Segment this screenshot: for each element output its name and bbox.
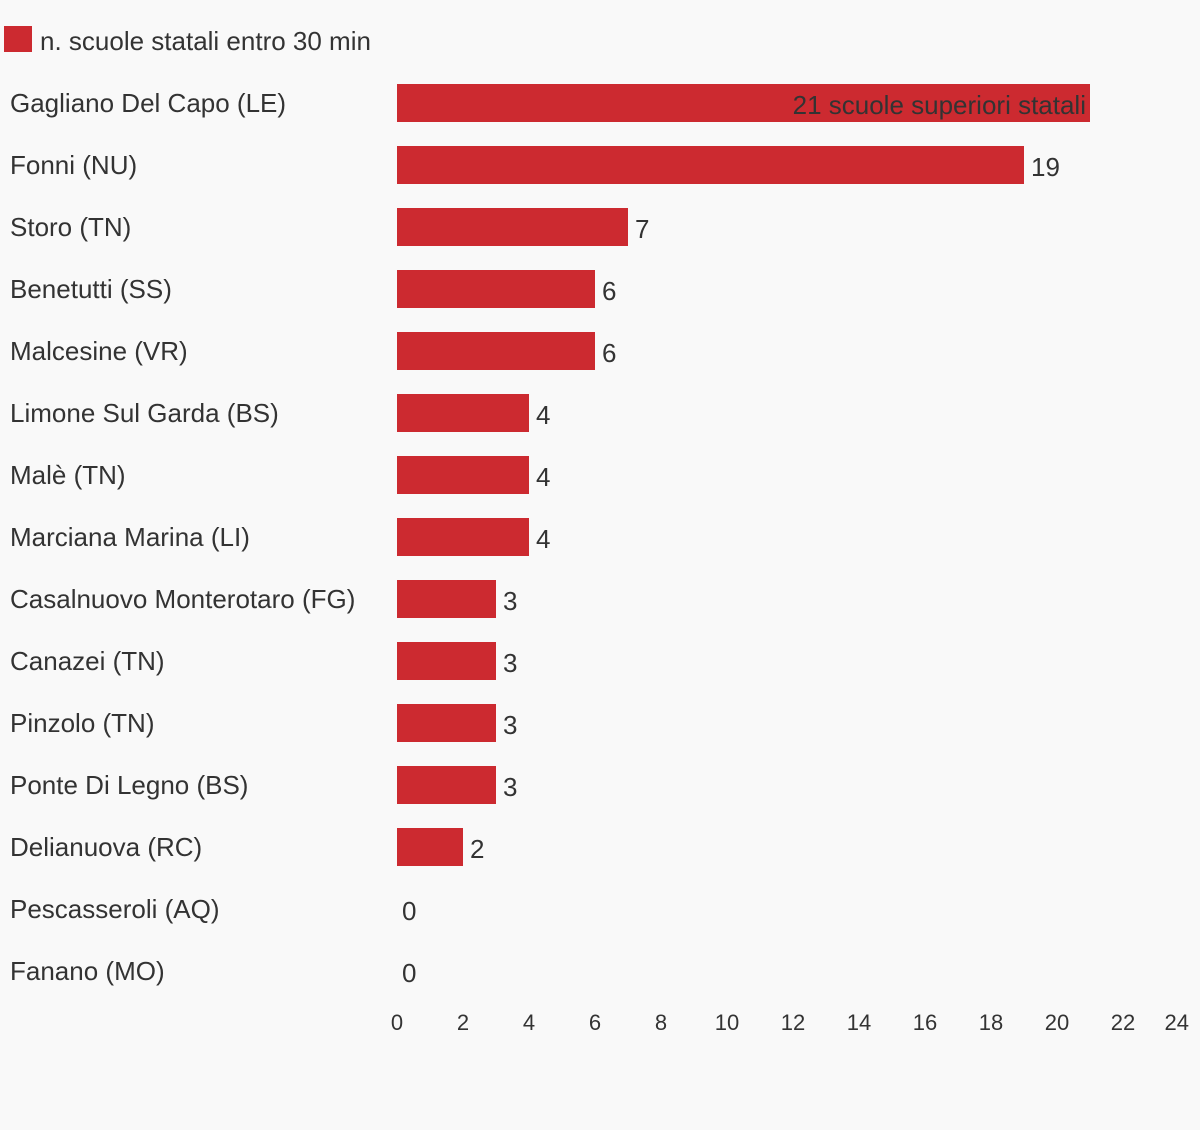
legend-label: n. scuole statali entro 30 min [40,26,371,56]
category-label: Marciana Marina (LI) [10,522,250,552]
data-label: 6 [602,276,616,306]
x-tick-label: 2 [457,1010,469,1035]
x-tick-label: 4 [523,1010,535,1035]
data-label: 3 [503,772,517,802]
bar [397,84,1090,122]
category-label: Malcesine (VR) [10,336,188,366]
bar [397,704,496,742]
category-label: Benetutti (SS) [10,274,172,304]
data-label: 4 [536,462,550,492]
x-tick-label: 12 [781,1010,805,1035]
data-label: 3 [503,648,517,678]
x-tick-label: 20 [1045,1010,1069,1035]
data-label: 4 [536,400,550,430]
bar [397,208,628,246]
bar [397,518,529,556]
category-label: Pescasseroli (AQ) [10,894,220,924]
data-label: 0 [402,896,416,926]
legend: n. scuole statali entro 30 min [4,26,371,56]
category-label: Gagliano Del Capo (LE) [10,88,286,118]
data-label: 3 [503,710,517,740]
data-label: 2 [470,834,484,864]
category-label: Limone Sul Garda (BS) [10,398,279,428]
legend-swatch [4,26,32,52]
bar [397,394,529,432]
data-label: 21 scuole superiori statali [793,90,1086,120]
category-label: Storo (TN) [10,212,131,242]
bar [397,580,496,618]
bar [397,642,496,680]
category-label: Ponte Di Legno (BS) [10,770,248,800]
category-label: Fonni (NU) [10,150,137,180]
category-label: Fanano (MO) [10,956,165,986]
data-label: 0 [402,958,416,988]
data-label: 7 [635,214,649,244]
x-tick-label: 10 [715,1010,739,1035]
category-labels: Gagliano Del Capo (LE) Fonni (NU) Storo (T… [10,88,355,986]
x-tick-label: 0 [391,1010,403,1035]
x-tick-label: 6 [589,1010,601,1035]
value-labels: 21 scuole superiori statali 19 7 6 6 4 4 4 3 3 3 3 2… [402,90,1086,988]
data-label: 3 [503,586,517,616]
category-label: Casalnuovo Monterotaro (FG) [10,584,355,614]
bar [397,766,496,804]
bars [397,84,1090,866]
bar [397,146,1024,184]
data-label: 4 [536,524,550,554]
x-tick-label: 14 [847,1010,871,1035]
x-tick-label: 18 [979,1010,1003,1035]
x-tick-label: 22 [1111,1010,1135,1035]
bar [397,332,595,370]
x-tick-label: 8 [655,1010,667,1035]
data-label: 6 [602,338,616,368]
category-label: Pinzolo (TN) [10,708,154,738]
category-label: Malè (TN) [10,460,126,490]
x-tick-label: 24 [1165,1010,1189,1035]
bar [397,270,595,308]
category-label: Canazei (TN) [10,646,165,676]
x-axis-ticks: 0 2 4 6 8 10 12 14 16 18 20 22 24 [391,1010,1189,1035]
x-tick-label: 16 [913,1010,937,1035]
category-label: Delianuova (RC) [10,832,202,862]
bar [397,828,463,866]
data-label: 19 [1031,152,1060,182]
bar [397,456,529,494]
